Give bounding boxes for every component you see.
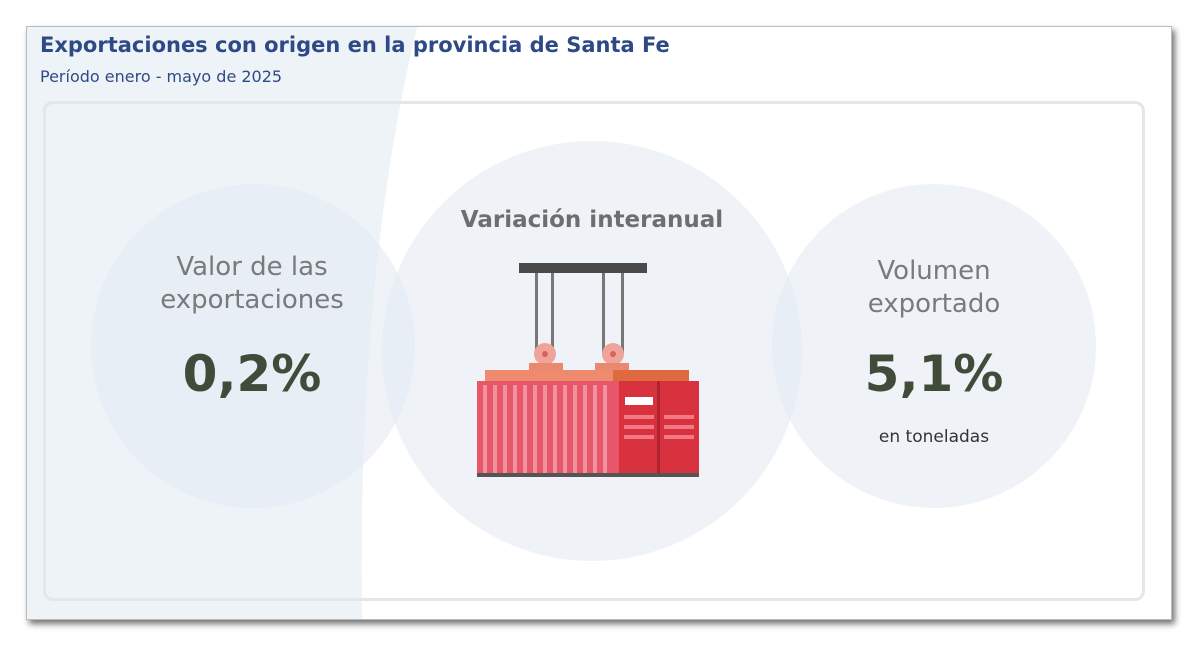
panel: [43, 101, 1145, 601]
container-illustration: [477, 263, 699, 477]
circle: [772, 184, 1096, 508]
right-value: 5,1%: [864, 345, 1004, 403]
left-value: 0,2%: [182, 345, 322, 403]
center-title: Variación interanual: [460, 207, 724, 233]
frame: Exportaciones con origen en la provincia…: [26, 26, 1172, 620]
right-label: Volumen exportado: [867, 256, 1001, 319]
title: Exportaciones con origen en la provincia…: [40, 33, 670, 57]
circle: [382, 141, 802, 561]
circle: [91, 184, 415, 508]
left-label: Valor de las exportaciones: [160, 252, 344, 315]
right-note: en toneladas: [878, 427, 990, 447]
subtitle: Período enero - mayo de 2025: [40, 67, 283, 86]
